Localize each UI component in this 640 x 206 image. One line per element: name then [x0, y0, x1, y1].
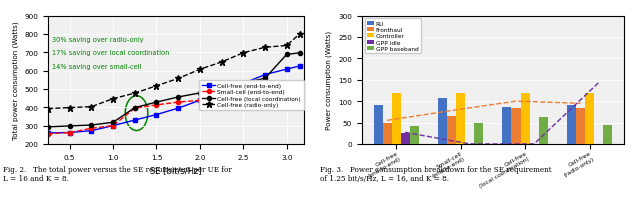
Cell-free (end-to-end): [66, 132, 74, 134]
Cell-free (local coordination): [196, 92, 204, 95]
Cell-free (end-to-end): [218, 91, 225, 94]
Cell-free (end-to-end): [109, 125, 117, 127]
Small-cell (end-to-end): [131, 107, 139, 110]
Small-cell (end-to-end): [261, 92, 269, 95]
Cell-free (radio-only): [109, 98, 117, 100]
Cell-free (radio-only): [283, 45, 291, 47]
Cell-free (radio-only): [218, 61, 225, 64]
Cell-free (radio-only): [152, 85, 160, 88]
Text: 30% saving over radio-only: 30% saving over radio-only: [52, 37, 144, 43]
Bar: [511, 108, 520, 144]
Line: Small-cell (end-to-end): Small-cell (end-to-end): [46, 88, 301, 136]
Cell-free (radio-only): [174, 78, 182, 80]
Cell-free (local coordination): [131, 107, 139, 109]
Cell-free (local coordination): [239, 82, 247, 85]
Line: Cell-free (local coordination): Cell-free (local coordination): [46, 52, 301, 129]
Cell-free (local coordination): [296, 52, 303, 55]
Cell-free (local coordination): [261, 78, 269, 80]
Cell-free (radio-only): [88, 106, 95, 108]
Cell-free (local coordination): [152, 101, 160, 104]
Legend: RU, Fronthaul, Controller, GPP idle, GPP baseband: RU, Fronthaul, Controller, GPP idle, GPP…: [365, 19, 420, 54]
Cell-free (local coordination): [218, 88, 225, 90]
Text: Fig. 3.   Power consumption breakdown for the SE requirement
of 1.25 bit/s/Hz, L: Fig. 3. Power consumption breakdown for …: [320, 165, 552, 182]
Small-cell (end-to-end): [152, 104, 160, 107]
Cell-free (end-to-end): [88, 130, 95, 132]
Cell-free (end-to-end): [131, 119, 139, 122]
Cell-free (end-to-end): [44, 132, 52, 135]
Bar: [603, 125, 612, 144]
Bar: [438, 99, 447, 144]
Y-axis label: Power consumption (Watts): Power consumption (Watts): [326, 31, 332, 130]
Bar: [410, 126, 419, 144]
Bar: [539, 118, 548, 144]
X-axis label: SE [bit/s/Hz]: SE [bit/s/Hz]: [150, 165, 202, 174]
Bar: [474, 123, 483, 144]
Small-cell (end-to-end): [283, 90, 291, 93]
Cell-free (end-to-end): [283, 69, 291, 71]
Cell-free (local coordination): [44, 126, 52, 129]
Small-cell (end-to-end): [44, 133, 52, 135]
Small-cell (end-to-end): [66, 132, 74, 134]
Small-cell (end-to-end): [174, 101, 182, 104]
Cell-free (local coordination): [109, 121, 117, 124]
Text: 17% saving over local coordination: 17% saving over local coordination: [52, 50, 170, 56]
Bar: [567, 106, 576, 144]
Cell-free (radio-only): [261, 47, 269, 49]
Legend: Cell-free (end-to-end), Small-cell (end-to-end), Cell-free (local coordination),: Cell-free (end-to-end), Small-cell (end-…: [200, 81, 303, 111]
Bar: [520, 94, 529, 144]
Cell-free (end-to-end): [239, 83, 247, 85]
Small-cell (end-to-end): [218, 98, 225, 100]
Bar: [383, 123, 392, 144]
Y-axis label: Total power consumption (Watts): Total power consumption (Watts): [12, 21, 19, 139]
Bar: [456, 94, 465, 144]
Line: Cell-free (end-to-end): Cell-free (end-to-end): [46, 65, 301, 135]
Line: Cell-free (radio-only): Cell-free (radio-only): [45, 32, 303, 112]
Bar: [374, 106, 383, 144]
Cell-free (local coordination): [283, 54, 291, 56]
Cell-free (radio-only): [239, 52, 247, 55]
Bar: [576, 109, 585, 144]
Small-cell (end-to-end): [196, 99, 204, 102]
Cell-free (radio-only): [196, 69, 204, 71]
Cell-free (end-to-end): [152, 114, 160, 116]
Cell-free (radio-only): [44, 108, 52, 110]
Cell-free (radio-only): [66, 107, 74, 109]
Cell-free (end-to-end): [261, 74, 269, 76]
Bar: [447, 117, 456, 144]
Text: Fig. 2.   The total power versus the SE requirement per UE for
L = 16 and K = 8.: Fig. 2. The total power versus the SE re…: [3, 165, 232, 182]
Bar: [502, 107, 511, 144]
Cell-free (local coordination): [174, 96, 182, 99]
Small-cell (end-to-end): [239, 95, 247, 98]
Bar: [585, 94, 594, 144]
Text: 14% saving over small-cell: 14% saving over small-cell: [52, 63, 142, 69]
Cell-free (end-to-end): [196, 99, 204, 102]
Cell-free (local coordination): [88, 124, 95, 127]
Bar: [401, 133, 410, 144]
Bar: [392, 94, 401, 144]
Cell-free (radio-only): [131, 92, 139, 95]
Small-cell (end-to-end): [88, 128, 95, 130]
Small-cell (end-to-end): [296, 89, 303, 91]
Cell-free (end-to-end): [296, 66, 303, 68]
Cell-free (radio-only): [296, 34, 303, 36]
Cell-free (end-to-end): [174, 107, 182, 110]
Small-cell (end-to-end): [109, 125, 117, 127]
Cell-free (local coordination): [66, 125, 74, 128]
